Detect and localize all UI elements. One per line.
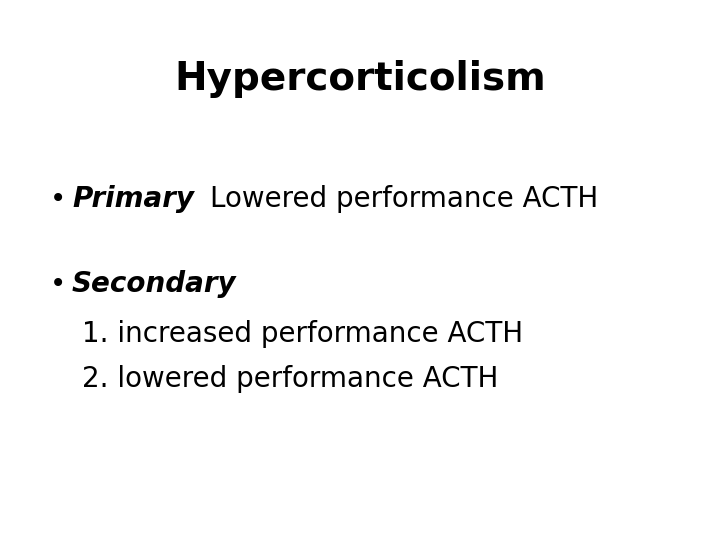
Text: Secondary: Secondary	[72, 270, 237, 298]
Text: 1. increased performance ACTH: 1. increased performance ACTH	[82, 320, 523, 348]
Text: Hypercorticolism: Hypercorticolism	[174, 60, 546, 98]
Text: •: •	[50, 185, 66, 213]
Text: Lowered performance ACTH: Lowered performance ACTH	[210, 185, 598, 213]
Text: Primary: Primary	[72, 185, 194, 213]
Text: •: •	[50, 270, 66, 298]
Text: 2. lowered performance ACTH: 2. lowered performance ACTH	[82, 365, 498, 393]
